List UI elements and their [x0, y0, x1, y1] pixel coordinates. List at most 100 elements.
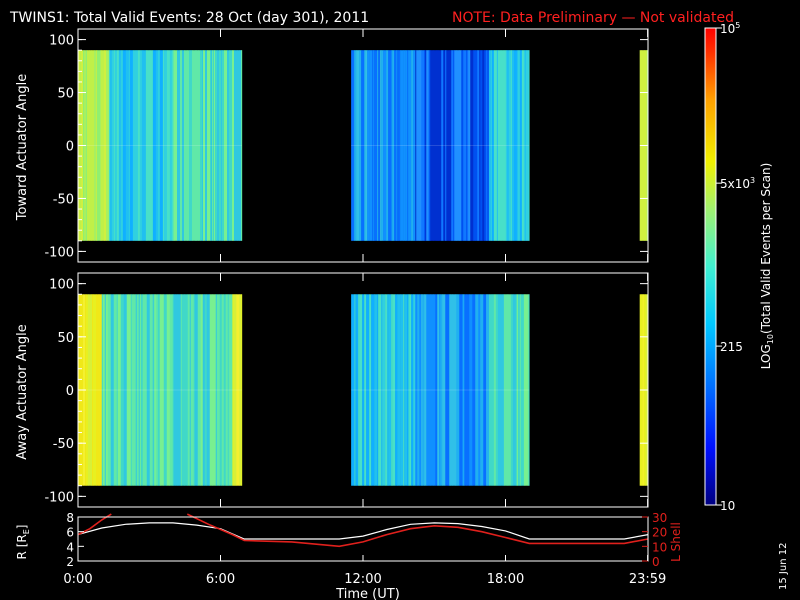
toward-ylabel: Toward Actuator Angle	[15, 74, 30, 221]
away-heatmap-column	[419, 294, 422, 486]
toward-heatmap-column	[241, 50, 243, 241]
toward-heatmap-column	[500, 50, 505, 241]
away-heatmap-column	[510, 294, 514, 486]
away-heatmap-column	[351, 294, 355, 486]
toward-heatmap-column	[416, 50, 420, 241]
toward-heatmap-column	[171, 50, 174, 241]
away-heatmap-column	[202, 294, 206, 486]
away-heatmap-column	[515, 294, 518, 486]
toward-heatmap-column	[461, 50, 464, 241]
toward-heatmap-column	[463, 50, 467, 241]
away-heatmap-column	[123, 294, 127, 486]
away-heatmap-column	[449, 294, 451, 486]
toward-heatmap-column	[212, 50, 214, 241]
toward-heatmap-column	[120, 50, 124, 241]
radius-ytick-label: 8	[66, 511, 74, 525]
away-heatmap-column	[433, 294, 436, 486]
away-heatmap-column	[204, 294, 208, 486]
toward-heatmap-column	[523, 50, 526, 241]
toward-heatmap-column	[219, 50, 222, 241]
away-heatmap-column	[403, 294, 405, 486]
away-heatmap-column	[136, 294, 140, 486]
away-heatmap-column	[184, 294, 189, 486]
away-heatmap-column	[424, 294, 427, 486]
away-angle-panel: 100 50 0 -50 -100	[44, 272, 649, 508]
away-ytick-label: -100	[44, 490, 74, 505]
away-heatmap-column	[371, 294, 375, 486]
toward-heatmap-column	[508, 50, 512, 241]
toward-heatmap-column	[379, 50, 381, 241]
away-heatmap-column	[126, 294, 130, 486]
away-heatmap-column	[172, 294, 175, 486]
toward-ytick-label: 100	[49, 34, 74, 49]
toward-heatmap-column	[479, 50, 481, 241]
toward-heatmap-column	[149, 50, 154, 241]
colorbar-label-main: LOG	[759, 344, 773, 369]
toward-heatmap-column	[222, 50, 225, 241]
away-heatmap-column	[506, 294, 509, 486]
colorbar-tick-label: 215	[720, 340, 743, 354]
toward-heatmap-column	[122, 50, 127, 241]
toward-heatmap-column	[167, 50, 171, 241]
toward-heatmap-column	[207, 50, 211, 241]
radius-ytick-label: 6	[66, 526, 74, 540]
toward-heatmap-column	[118, 50, 122, 241]
away-heatmap-column	[130, 294, 133, 486]
away-heatmap-column	[153, 294, 156, 486]
away-heatmap-column	[459, 294, 463, 486]
toward-heatmap-column	[407, 50, 409, 241]
time-xtick-label: 0:00	[63, 572, 92, 587]
toward-heatmap-column	[470, 50, 474, 241]
away-heatmap-column	[411, 294, 414, 486]
away-heatmap-column	[230, 294, 233, 486]
colorbar-label-tail: (Total Valid Events per Scan)	[759, 163, 773, 334]
toward-heatmap-column	[525, 50, 528, 241]
toward-heatmap-column	[359, 50, 362, 241]
away-heatmap-column	[154, 294, 157, 486]
toward-heatmap-column	[174, 50, 178, 241]
toward-heatmap-column	[424, 50, 426, 241]
toward-heatmap-column	[364, 50, 366, 241]
away-heatmap-column	[391, 294, 393, 486]
away-heatmap-column	[464, 294, 467, 486]
away-heatmap-column	[369, 294, 372, 486]
toward-heatmap-column	[497, 50, 502, 241]
radius-ylabel-main: R [R	[15, 534, 29, 559]
away-heatmap-column	[397, 294, 401, 486]
toward-heatmap-column	[496, 50, 499, 241]
away-heatmap-column	[235, 294, 237, 486]
away-heatmap-column	[131, 294, 135, 486]
toward-heatmap-column	[106, 50, 110, 241]
toward-heatmap-column	[524, 50, 527, 241]
toward-heatmap-column	[97, 50, 101, 241]
figure-title: TWINS1: Total Valid Events: 28 Oct (day …	[9, 10, 369, 26]
away-ytick-label: -50	[53, 437, 74, 452]
toward-heatmap-column	[436, 50, 438, 241]
away-heatmap-column	[486, 294, 488, 486]
toward-heatmap-column	[449, 50, 452, 241]
toward-heatmap-column	[374, 50, 378, 241]
toward-heatmap-column	[96, 50, 98, 241]
toward-heatmap-column	[430, 50, 434, 241]
away-heatmap-column	[219, 294, 223, 486]
toward-heatmap-column	[519, 50, 523, 241]
time-xtick-label: 23:59	[629, 572, 666, 587]
away-heatmap-column	[392, 294, 396, 486]
toward-heatmap-column	[383, 50, 387, 241]
away-heatmap-column	[142, 294, 147, 486]
away-heatmap-column	[99, 294, 103, 486]
toward-heatmap-column	[146, 50, 151, 241]
toward-heatmap-column	[111, 50, 115, 241]
toward-heatmap-column	[521, 50, 525, 241]
toward-heatmap-column	[468, 50, 471, 241]
away-heatmap-column	[378, 294, 382, 486]
toward-heatmap-column	[367, 50, 370, 241]
away-heatmap-column	[241, 294, 243, 486]
toward-heatmap-column	[87, 50, 90, 241]
toward-heatmap-column	[205, 50, 208, 241]
away-heatmap-column	[102, 294, 106, 486]
away-heatmap-column	[227, 294, 230, 486]
away-heatmap-column	[400, 294, 404, 486]
away-heatmap-column	[456, 294, 458, 486]
toward-heatmap-column	[213, 50, 215, 241]
